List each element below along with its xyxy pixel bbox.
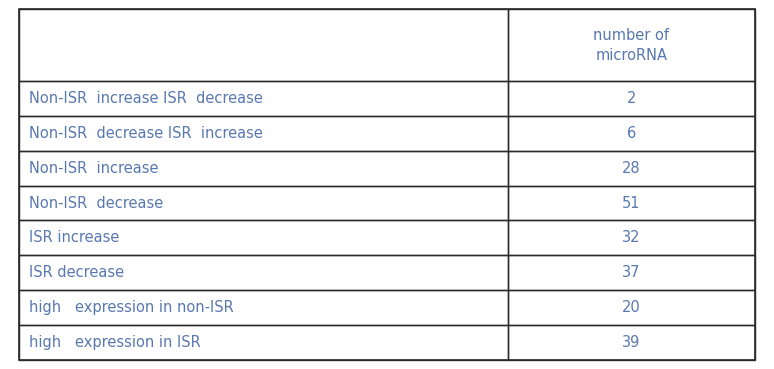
Bar — [19, 220, 509, 255]
Bar — [19, 9, 509, 81]
Text: Non-ISR  increase ISR  decrease: Non-ISR increase ISR decrease — [29, 91, 263, 106]
Text: ISR increase: ISR increase — [29, 230, 120, 245]
Text: Non-ISR  decrease ISR  increase: Non-ISR decrease ISR increase — [29, 126, 263, 141]
Bar — [509, 255, 755, 290]
Bar — [509, 81, 755, 116]
Bar — [509, 186, 755, 220]
Text: 28: 28 — [622, 161, 641, 176]
Text: 20: 20 — [622, 300, 641, 315]
Bar — [19, 290, 509, 325]
Bar — [19, 325, 509, 360]
Bar — [509, 116, 755, 151]
Text: 2: 2 — [627, 91, 636, 106]
Text: 37: 37 — [622, 265, 641, 280]
Text: high   expression in ISR: high expression in ISR — [29, 335, 201, 350]
Bar — [509, 151, 755, 186]
Bar — [19, 186, 509, 220]
Bar — [509, 325, 755, 360]
Bar — [19, 255, 509, 290]
Bar — [19, 81, 509, 116]
Bar — [19, 151, 509, 186]
Bar — [509, 220, 755, 255]
Text: number of
microRNA: number of microRNA — [594, 28, 670, 63]
Text: 51: 51 — [622, 196, 641, 210]
Text: 32: 32 — [622, 230, 641, 245]
Text: 39: 39 — [622, 335, 641, 350]
Bar — [509, 9, 755, 81]
Text: ISR decrease: ISR decrease — [29, 265, 125, 280]
Text: high   expression in non-ISR: high expression in non-ISR — [29, 300, 235, 315]
Text: Non-ISR  decrease: Non-ISR decrease — [29, 196, 163, 210]
Bar — [509, 290, 755, 325]
Text: 6: 6 — [627, 126, 636, 141]
Text: Non-ISR  increase: Non-ISR increase — [29, 161, 159, 176]
Bar — [19, 116, 509, 151]
